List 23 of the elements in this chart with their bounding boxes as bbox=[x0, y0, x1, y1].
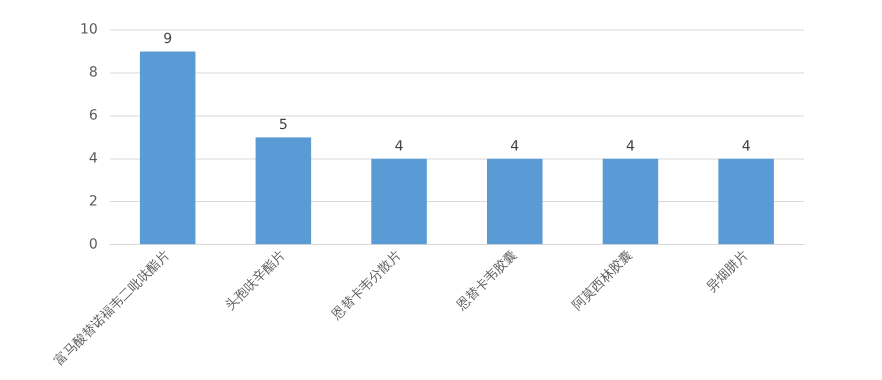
bar bbox=[256, 137, 312, 244]
data-label: 9 bbox=[163, 31, 172, 48]
data-label: 4 bbox=[626, 138, 635, 154]
x-tick-label: 恩替卡韦胶囊 bbox=[454, 248, 520, 314]
y-tick-label: 4 bbox=[88, 150, 98, 166]
y-tick-label: 8 bbox=[88, 64, 98, 81]
bar bbox=[140, 51, 196, 244]
x-tick-label: 异烟肼片 bbox=[704, 248, 752, 296]
y-tick-label: 0 bbox=[88, 236, 98, 252]
x-tick-label: 阿莫西林胶囊 bbox=[570, 248, 636, 314]
y-tick-label: 6 bbox=[88, 108, 98, 124]
data-label: 4 bbox=[394, 138, 404, 154]
x-tick-label: 恩替卡韦分散片 bbox=[328, 248, 404, 324]
data-label: 4 bbox=[742, 138, 751, 154]
bar bbox=[371, 158, 427, 244]
bar bbox=[486, 158, 543, 244]
bar bbox=[718, 158, 774, 244]
data-label: 4 bbox=[510, 138, 520, 154]
y-tick-label: 2 bbox=[88, 193, 98, 210]
x-tick-label: 头孢呋辛酯片 bbox=[222, 248, 289, 314]
data-label: 5 bbox=[278, 116, 288, 133]
y-tick-label: 10 bbox=[80, 22, 98, 38]
bar bbox=[602, 158, 658, 244]
